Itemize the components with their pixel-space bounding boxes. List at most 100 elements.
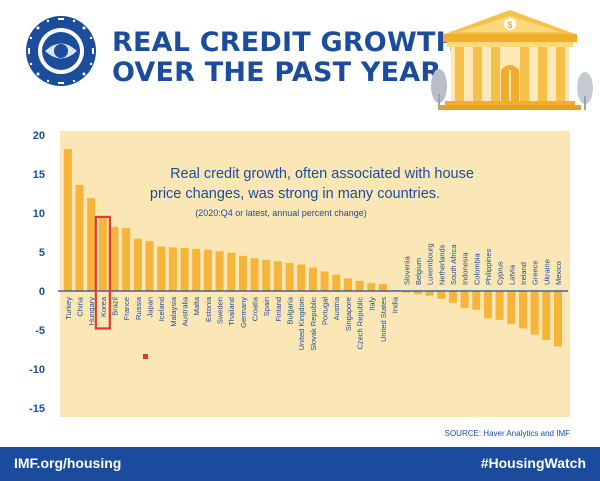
title-line-2: OVER THE PAST YEAR bbox=[112, 57, 442, 88]
bar bbox=[157, 246, 166, 291]
y-tick-label: -5 bbox=[35, 325, 45, 337]
bar bbox=[203, 249, 212, 291]
bar-category-label: Spain bbox=[262, 297, 271, 316]
bar-category-label: Belgium bbox=[414, 258, 423, 285]
bar-category-label: Iceland bbox=[157, 297, 166, 321]
footer-bar: IMF.org/housing #HousingWatch bbox=[0, 447, 600, 481]
bar-category-label: Korea bbox=[99, 296, 108, 317]
bar-category-label: Czech Republic bbox=[356, 297, 365, 350]
bar-category-label: Philippines bbox=[484, 248, 493, 285]
annotation-note: (2020:Q4 or latest, annual percent chang… bbox=[195, 208, 367, 218]
bar-category-label: Greece bbox=[531, 260, 540, 285]
bar-category-label: Italy bbox=[367, 297, 376, 311]
bank-building-illustration: $ bbox=[431, 10, 593, 110]
y-tick-label: -15 bbox=[29, 403, 45, 415]
bar bbox=[63, 149, 72, 291]
bar-category-label: Austria bbox=[332, 296, 341, 320]
bar bbox=[145, 241, 154, 291]
bar-category-label: France bbox=[122, 297, 131, 320]
y-tick-label: 10 bbox=[33, 208, 45, 220]
bar-category-label: Cyprus bbox=[496, 261, 505, 285]
bar bbox=[542, 291, 551, 341]
bar bbox=[285, 262, 294, 291]
bar-category-label: Thailand bbox=[227, 297, 236, 326]
bar bbox=[367, 283, 376, 291]
bar bbox=[308, 267, 317, 291]
bar bbox=[343, 278, 352, 291]
bar bbox=[460, 291, 469, 309]
bar bbox=[448, 291, 457, 303]
credit-growth-chart: 20 15 10 5 0 -5 -10 -15 Turkey China Hungary Korea… bbox=[29, 130, 570, 438]
source-note: SOURCE: Haver Analytics and IMF bbox=[445, 429, 570, 438]
bar-category-label: Singapore bbox=[344, 297, 353, 331]
bar bbox=[98, 216, 107, 291]
bar-category-label: Russia bbox=[134, 296, 143, 320]
annotation-line-1: Real credit growth, often associated wit… bbox=[170, 166, 474, 182]
bar bbox=[180, 248, 189, 291]
bar-category-label: Slovenia bbox=[402, 255, 411, 285]
bar-category-label: Slovak Republic bbox=[309, 297, 318, 351]
bar-category-label: Finland bbox=[274, 297, 283, 322]
bar-category-label: China bbox=[76, 296, 85, 316]
footer-hashtag: #HousingWatch bbox=[480, 455, 586, 471]
bar bbox=[238, 255, 247, 291]
bar-category-label: Malaysia bbox=[169, 296, 178, 326]
bar-category-label: Japan bbox=[146, 297, 155, 317]
bar-category-label: Hungary bbox=[87, 297, 96, 326]
bar-category-label: India bbox=[391, 296, 400, 313]
bar bbox=[192, 248, 201, 291]
bar-category-label: United Kingdom bbox=[297, 297, 306, 350]
bar-category-label: Ukraine bbox=[542, 259, 551, 285]
bar bbox=[320, 271, 329, 291]
bar-category-label: Australia bbox=[181, 296, 190, 326]
bar bbox=[273, 261, 282, 291]
x-axis-labels: Turkey China Hungary Korea Brazil France Russi… bbox=[64, 243, 563, 350]
bar bbox=[250, 258, 259, 291]
imf-seal-logo bbox=[26, 16, 96, 86]
bar bbox=[297, 264, 306, 291]
bar-category-label: Brazil bbox=[111, 297, 120, 316]
bar-category-label: South Africa bbox=[449, 244, 458, 285]
bar-category-label: Indonesia bbox=[461, 252, 470, 285]
bar-category-label: Turkey bbox=[64, 297, 73, 320]
bar bbox=[133, 238, 142, 291]
bar-category-label: Netherlands bbox=[437, 244, 446, 285]
y-tick-label: -10 bbox=[29, 364, 45, 376]
bar bbox=[122, 227, 131, 291]
bars bbox=[63, 149, 562, 347]
bar-category-label: Sweden bbox=[216, 297, 225, 324]
annotation-line-2: price changes, was strong in many countr… bbox=[150, 186, 440, 202]
korea-highlight-box bbox=[94, 215, 111, 330]
y-tick-label: 20 bbox=[33, 130, 45, 142]
highlight-marker bbox=[143, 354, 148, 359]
bar bbox=[402, 291, 411, 293]
bar bbox=[215, 251, 224, 291]
bar-category-label: Malta bbox=[192, 296, 201, 315]
bar-category-label: Estonia bbox=[204, 296, 213, 322]
dollar-symbol: $ bbox=[507, 20, 512, 30]
bar bbox=[437, 291, 446, 299]
bar bbox=[262, 259, 271, 291]
bar bbox=[413, 291, 422, 295]
bar bbox=[483, 291, 492, 319]
y-tick-label: 5 bbox=[39, 247, 45, 259]
bar bbox=[518, 291, 527, 329]
y-tick-label: 0 bbox=[39, 286, 45, 298]
y-axis: 20 15 10 5 0 -5 -10 -15 bbox=[29, 130, 45, 415]
bar bbox=[530, 291, 539, 335]
bar bbox=[227, 252, 236, 291]
bar-category-label: Mexico bbox=[554, 261, 563, 285]
bar bbox=[495, 291, 504, 320]
bar-category-label: Colombia bbox=[472, 252, 481, 285]
bar-category-label: Luxembourg bbox=[426, 243, 435, 285]
bar-category-label: Ireland bbox=[519, 262, 528, 285]
footer-link[interactable]: IMF.org/housing bbox=[14, 455, 122, 471]
bar bbox=[425, 291, 434, 296]
page-title: REAL CREDIT GROWTH OVER THE PAST YEAR bbox=[112, 28, 458, 88]
bar bbox=[472, 291, 481, 310]
bar-category-label: Germany bbox=[239, 297, 248, 328]
bar bbox=[507, 291, 516, 324]
bar-category-label: Portugal bbox=[321, 297, 330, 325]
bar bbox=[553, 291, 562, 347]
bar-category-label: Latvia bbox=[507, 264, 516, 285]
